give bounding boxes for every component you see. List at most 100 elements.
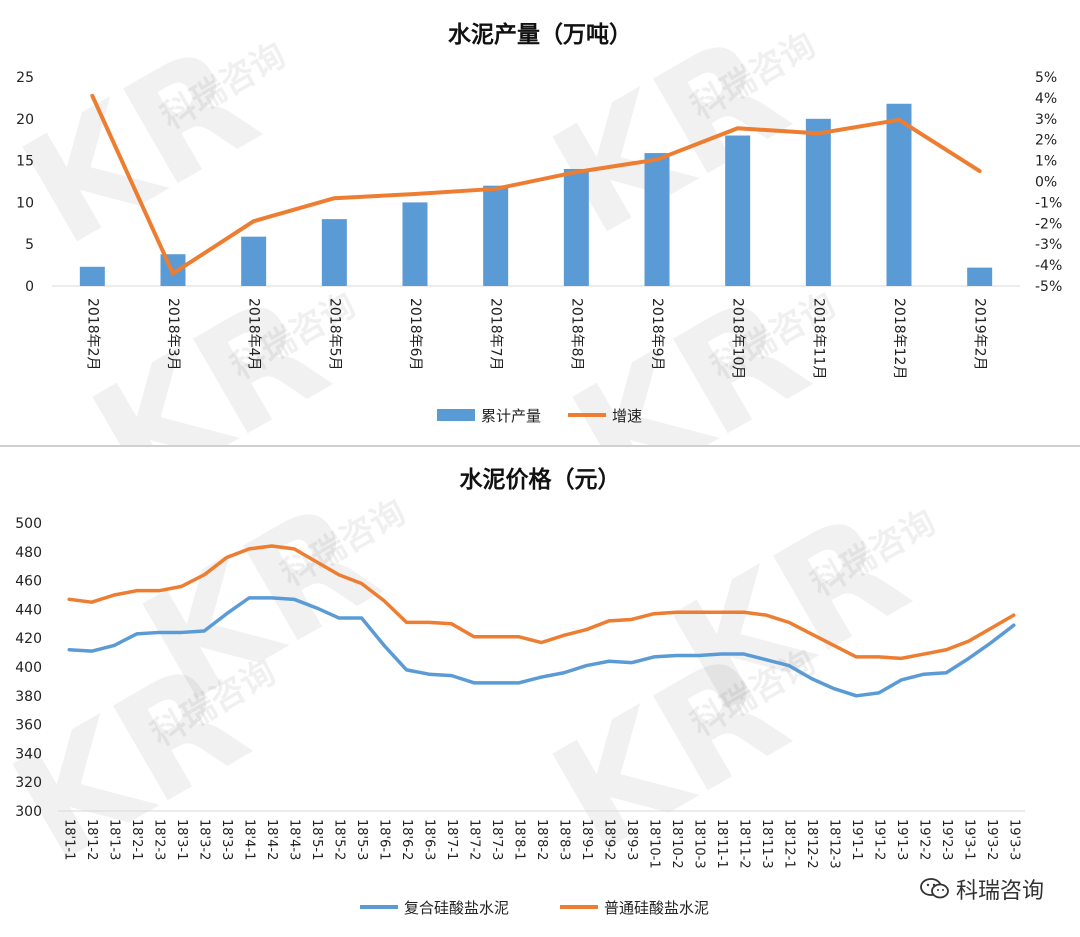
x-tick-label: 19'3-1 — [961, 819, 976, 860]
y-tick-label: 5 — [25, 237, 34, 253]
y-tick-label: 300 — [15, 804, 42, 820]
y2-tick-label: 1% — [1035, 154, 1057, 170]
bar — [886, 103, 912, 286]
x-tick-label: 19'1-1 — [849, 819, 864, 860]
legend-label: 累计产量 — [481, 407, 541, 425]
y-tick-label: 360 — [15, 718, 42, 734]
y2-tick-label: 2% — [1035, 133, 1057, 149]
x-tick-label: 19'1-2 — [871, 819, 886, 860]
legend-swatch-bar — [437, 409, 475, 421]
x-tick-label: 18'9-3 — [624, 819, 639, 860]
x-tick-label: 18'8-1 — [512, 819, 527, 860]
x-tick-label: 18'4-3 — [287, 819, 302, 860]
bar — [483, 185, 509, 286]
y-tick-label: 20 — [16, 112, 34, 128]
x-tick-label: 18'8-2 — [534, 819, 549, 860]
y-tick-label: 15 — [16, 154, 34, 170]
x-tick-label: 18'7-3 — [489, 819, 504, 860]
x-tick-label: 18'11-2 — [736, 819, 751, 869]
x-tick-label: 19'1-3 — [894, 819, 909, 860]
y2-tick-label: 4% — [1035, 91, 1057, 107]
badge-text: 科瑞咨询 — [955, 879, 1044, 904]
bar — [805, 118, 831, 286]
x-tick-label: 18'1-1 — [62, 819, 77, 860]
price-line — [67, 544, 1016, 661]
x-tick-label: 18'6-3 — [422, 819, 437, 860]
x-tick-label: 18'9-1 — [579, 819, 594, 860]
x-tick-label: 18'3-3 — [219, 819, 234, 860]
x-tick-label: 18'10-1 — [646, 819, 661, 869]
y2-tick-label: 3% — [1035, 112, 1057, 128]
x-tick-label: 18'12-3 — [826, 819, 841, 869]
y-tick-label: 10 — [16, 195, 34, 211]
bar — [321, 219, 347, 286]
y-tick-label: 0 — [25, 279, 34, 295]
x-tick-label: 19'3-2 — [984, 819, 999, 860]
y-tick-label: 500 — [15, 516, 42, 532]
x-tick-label: 18'10-3 — [691, 819, 706, 869]
x-tick-label: 2019年2月 — [972, 298, 988, 371]
y-tick-label: 400 — [15, 660, 42, 676]
bar — [402, 202, 428, 286]
x-tick-label: 18'5-1 — [309, 819, 324, 860]
x-tick-label: 18'2-1 — [129, 819, 144, 860]
price-chart-panel: KR 科瑞咨询 KR 科瑞咨询 KR 科瑞咨询 KR 科瑞咨询 水泥价格（元） 300 320 340… — [0, 447, 1080, 937]
y-tick-label: 340 — [15, 746, 42, 762]
y2-tick-label: 5% — [1035, 70, 1057, 86]
x-tick-label: 2018年12月 — [891, 298, 907, 379]
y2-tick-label: 0% — [1035, 175, 1057, 191]
y-tick-label: 480 — [15, 545, 42, 561]
x-tick-label: 18'5-3 — [354, 819, 369, 860]
bar — [644, 153, 670, 286]
x-tick-label: 18'5-2 — [332, 819, 347, 860]
x-tick-label: 18'11-3 — [759, 819, 774, 869]
wechat-badge: 科瑞咨询 — [913, 871, 1050, 907]
watermark-logo: KR — [546, 263, 834, 445]
bar — [725, 135, 751, 286]
wechat-icon — [920, 878, 950, 900]
x-tick-label: 18'1-2 — [84, 819, 99, 860]
x-tick-label: 18'12-2 — [804, 819, 819, 869]
x-tick-label: 18'10-2 — [669, 819, 684, 869]
y-tick-label: 460 — [15, 574, 42, 590]
x-tick-label: 18'12-1 — [781, 819, 796, 869]
x-tick-label: 19'3-3 — [1006, 819, 1021, 860]
x-tick-label: 18'6-2 — [399, 819, 414, 860]
x-tick-label: 19'2-2 — [916, 819, 931, 860]
x-tick-label: 2018年3月 — [165, 298, 181, 371]
price-line — [67, 596, 1016, 698]
x-tick-label: 18'1-3 — [107, 819, 122, 860]
y2-tick-label: -5% — [1035, 279, 1062, 295]
x-tick-label: 2018年2月 — [84, 298, 100, 371]
y2-tick-label: -2% — [1035, 216, 1062, 232]
bar — [79, 266, 105, 286]
x-tick-label: 18'8-3 — [556, 819, 571, 860]
watermark-logo: KR — [66, 263, 354, 445]
legend-label: 普通硅酸盐水泥 — [604, 899, 709, 917]
x-tick-label: 2018年10月 — [730, 298, 746, 379]
y-tick-label: 380 — [15, 689, 42, 705]
x-tick-label: 2018年5月 — [326, 298, 342, 371]
y-tick-label: 440 — [15, 602, 42, 618]
x-tick-label: 18'3-2 — [197, 819, 212, 860]
x-tick-label: 18'11-1 — [714, 819, 729, 869]
x-tick-label: 18'3-1 — [174, 819, 189, 860]
legend-label: 增速 — [612, 407, 642, 425]
x-tick-label: 18'4-2 — [264, 819, 279, 860]
production-chart-panel: KR 科瑞咨询 KR 科瑞咨询 KR 科瑞咨询 KR 科瑞咨询 水泥产量（万吨） 0 5 10 15 20… — [0, 0, 1080, 447]
x-tick-label: 2018年6月 — [407, 298, 423, 371]
y2-tick-label: -1% — [1035, 195, 1062, 211]
chart-title: 水泥价格（元） — [460, 466, 621, 493]
x-tick-label: 18'2-3 — [152, 819, 167, 860]
y2-tick-label: -3% — [1035, 237, 1062, 253]
y-tick-label: 25 — [16, 70, 34, 86]
x-tick-label: 2018年4月 — [246, 298, 262, 371]
y2-tick-label: -4% — [1035, 258, 1062, 274]
bar — [241, 236, 267, 286]
x-tick-label: 2018年8月 — [568, 298, 584, 371]
x-tick-label: 2018年9月 — [649, 298, 665, 371]
x-tick-label: 2018年11月 — [810, 298, 826, 379]
legend-label: 复合硅酸盐水泥 — [404, 899, 509, 917]
x-tick-label: 18'7-1 — [444, 819, 459, 860]
